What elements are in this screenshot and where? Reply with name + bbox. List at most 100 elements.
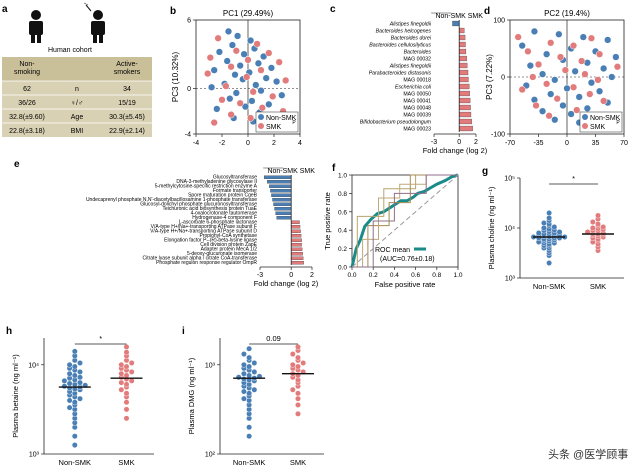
data-point-non-smk bbox=[71, 399, 78, 406]
data-point-non-smk bbox=[241, 370, 247, 377]
data-point-smk bbox=[295, 395, 301, 402]
data-point-smk bbox=[258, 104, 266, 112]
category-label: MAG 00048 bbox=[403, 105, 431, 111]
data-point-non-smk bbox=[546, 260, 553, 266]
data-point-non-smk bbox=[213, 105, 221, 113]
table-cell-label: BMI bbox=[71, 128, 84, 135]
data-point-non-smk bbox=[241, 388, 247, 395]
data-point-non-smk bbox=[535, 230, 542, 236]
table-cell-active: 34 bbox=[123, 86, 131, 93]
data-point-smk bbox=[227, 63, 235, 71]
data-point-non-smk bbox=[66, 397, 73, 404]
data-point-smk bbox=[123, 363, 130, 370]
data-point-non-smk bbox=[77, 369, 83, 375]
panel-a: a Human cohort Non-smoking Active-smokers… bbox=[2, 2, 152, 137]
bar-5 bbox=[272, 198, 292, 202]
y-axis-label: PC3 (7.22%) bbox=[485, 54, 494, 100]
data-point-non-smk bbox=[257, 87, 265, 95]
data-point-non-smk bbox=[77, 374, 83, 381]
cohort-table: Non-smoking Active-smokers 62 n 34 36/26 ♀/♂ 15… bbox=[2, 57, 152, 137]
data-point-smk bbox=[246, 114, 255, 122]
data-point-non-smk bbox=[71, 372, 78, 379]
data-point-non-smk bbox=[541, 225, 547, 231]
x-tick-label: 2 bbox=[272, 140, 276, 147]
panel-i-label: i bbox=[182, 326, 185, 337]
category-label: Bacteroides helcogenes bbox=[376, 28, 432, 34]
roc-line-ROC-mean bbox=[350, 173, 459, 268]
bar-2 bbox=[269, 184, 292, 188]
data-point-smk bbox=[214, 34, 222, 42]
data-point-smk bbox=[514, 33, 522, 41]
category-label: Parabacteroides distasonis bbox=[369, 70, 432, 76]
data-point-smk bbox=[613, 63, 622, 71]
y-tick-label: 0.4 bbox=[338, 228, 347, 235]
category-label: Glucosyltransferase bbox=[213, 174, 257, 180]
category-label: Escherichia coli bbox=[395, 84, 432, 90]
x-tick-label: 2 bbox=[310, 272, 314, 279]
bar-10 bbox=[291, 220, 300, 224]
data-point-non-smk bbox=[551, 76, 559, 84]
non-smoker-person-icon bbox=[29, 10, 43, 43]
data-point-smk bbox=[600, 224, 607, 230]
y-axis-label: Plasma choline (ng ml⁻¹) bbox=[487, 186, 496, 269]
y-tick-label: 100 bbox=[493, 18, 505, 25]
data-point-non-smk bbox=[215, 48, 224, 56]
data-point-non-smk bbox=[272, 77, 281, 86]
data-point-non-smk bbox=[555, 30, 563, 38]
x-category-label: Non-SMK bbox=[533, 282, 566, 291]
data-point-smk bbox=[534, 60, 543, 69]
data-point-non-smk bbox=[530, 27, 539, 36]
bar-4 bbox=[459, 48, 467, 55]
bar-7 bbox=[459, 69, 469, 76]
data-point-non-smk bbox=[61, 377, 68, 384]
bar-3 bbox=[459, 41, 466, 48]
x-tick-label: -35 bbox=[533, 140, 543, 147]
x-axis-label: Fold change (log 2) bbox=[423, 146, 488, 155]
category-label: 4-oxalocrotonate tautomerase bbox=[191, 210, 258, 216]
data-point-non-smk bbox=[66, 380, 73, 387]
data-point-non-smk bbox=[579, 33, 587, 41]
data-point-smk bbox=[532, 101, 540, 110]
x-tick-label: 0.4 bbox=[390, 272, 399, 279]
x-tick-label: 4 bbox=[298, 140, 302, 147]
bar-6 bbox=[459, 62, 468, 69]
data-point-smk bbox=[222, 82, 230, 90]
legend-mark-text: P bbox=[616, 120, 620, 126]
data-point-non-smk bbox=[71, 348, 78, 355]
x-tick-label: 35 bbox=[592, 140, 600, 147]
data-point-non-smk bbox=[246, 345, 253, 352]
legend-label: Non-SMK bbox=[590, 115, 621, 122]
bar-3 bbox=[270, 189, 292, 193]
data-point-smk bbox=[244, 56, 252, 64]
category-label: Alistipes finegoldii bbox=[389, 21, 432, 27]
data-point-non-smk bbox=[259, 52, 268, 61]
y-axis-label: Plasma betaine (ng ml⁻¹) bbox=[11, 354, 20, 438]
bar-9 bbox=[459, 83, 470, 90]
data-point-non-smk bbox=[241, 361, 247, 368]
bar-17 bbox=[291, 252, 303, 256]
x-axis-label: False positive rate bbox=[375, 280, 436, 289]
x-tick-label: 70 bbox=[620, 140, 628, 147]
data-point-smk bbox=[295, 390, 301, 397]
data-point-smk bbox=[123, 406, 130, 413]
category-label: MAG 00039 bbox=[403, 112, 431, 118]
category-label: L-ascorbate 6-phosphate lactonase bbox=[179, 219, 258, 225]
data-point-non-smk bbox=[595, 87, 604, 95]
data-point-smk bbox=[123, 381, 130, 388]
data-point-smk bbox=[569, 83, 578, 91]
y-tick-label: 1.0 bbox=[338, 173, 347, 180]
panel-h: h 10³ 10⁴ Plasma betaine (ng ml⁻¹) Non-SMK SM… bbox=[6, 326, 154, 467]
y-tick-label: 10³ bbox=[29, 452, 40, 459]
roc-line-fold-1 bbox=[352, 174, 458, 268]
bar-8 bbox=[275, 211, 292, 215]
bar-19 bbox=[291, 261, 304, 265]
data-point-smk bbox=[581, 70, 589, 78]
chart-title: PC1 (29.49%) bbox=[223, 9, 274, 18]
bar-9 bbox=[276, 216, 292, 220]
y-tick-label: 10³ bbox=[205, 362, 216, 369]
table-cell-nonsmoking: 32.8(±9.60) bbox=[9, 114, 45, 121]
data-point-non-smk bbox=[608, 73, 616, 81]
significance-label: 0.09 bbox=[266, 334, 281, 343]
data-point-smk bbox=[561, 66, 570, 74]
